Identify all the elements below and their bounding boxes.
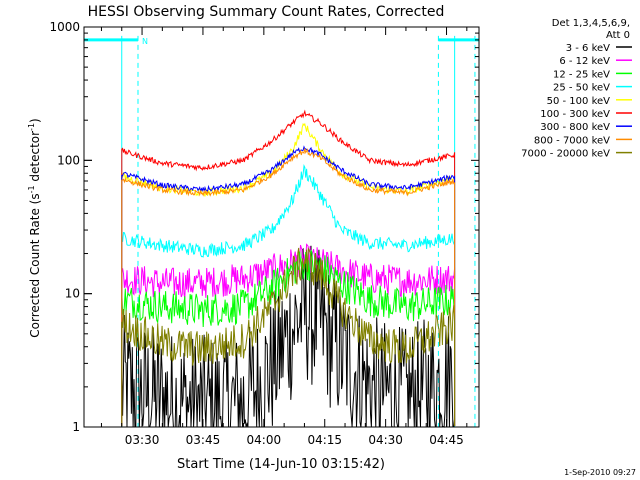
y-tick-label: 10 [65, 287, 80, 301]
flag-marker: N [142, 37, 148, 46]
x-tick-label: 04:30 [368, 433, 403, 447]
series-line-8 [121, 246, 456, 426]
series-line-1 [121, 243, 456, 426]
x-tick-label: 03:45 [186, 433, 221, 447]
legend-label-5: 100 - 300 keV [540, 109, 610, 120]
chart-title: HESSI Observing Summary Count Rates, Cor… [88, 4, 445, 20]
legend-label-2: 12 - 25 keV [553, 69, 610, 80]
series-line-5 [121, 109, 456, 426]
x-tick-label: 03:30 [125, 433, 160, 447]
legend-label-0: 3 - 6 keV [566, 43, 610, 54]
plot-frame [83, 26, 480, 428]
x-tick-label: 04:00 [247, 433, 282, 447]
x-axis-label: Start Time (14-Jun-10 03:15:42) [177, 457, 385, 472]
series-line-3 [121, 163, 456, 426]
legend-label-7: 800 - 7000 keV [534, 135, 610, 146]
legend-label-1: 6 - 12 keV [559, 56, 610, 67]
series-line-0 [121, 245, 456, 428]
legend-label-3: 25 - 50 keV [553, 83, 610, 94]
legend-header-1: Att 0 [606, 30, 630, 41]
x-tick-label: 04:15 [307, 433, 342, 447]
y-axis-label: Corrected Count Rate (s-1 detector-1) [27, 118, 42, 337]
x-tick-label: 04:45 [429, 433, 464, 447]
series-line-7 [121, 148, 456, 426]
y-tick-label: 1 [72, 420, 80, 434]
legend-label-8: 7000 - 20000 keV [521, 149, 610, 160]
legend-header-0: Det 1,3,4,5,6,9, [552, 18, 630, 29]
legend-label-4: 50 - 100 keV [547, 96, 611, 107]
series-line-6 [121, 145, 456, 426]
y-tick-label: 1000 [49, 20, 80, 34]
timestamp: 1-Sep-2010 09:27 [564, 468, 636, 477]
y-tick-label: 100 [57, 153, 80, 167]
legend-label-6: 300 - 800 keV [540, 122, 610, 133]
